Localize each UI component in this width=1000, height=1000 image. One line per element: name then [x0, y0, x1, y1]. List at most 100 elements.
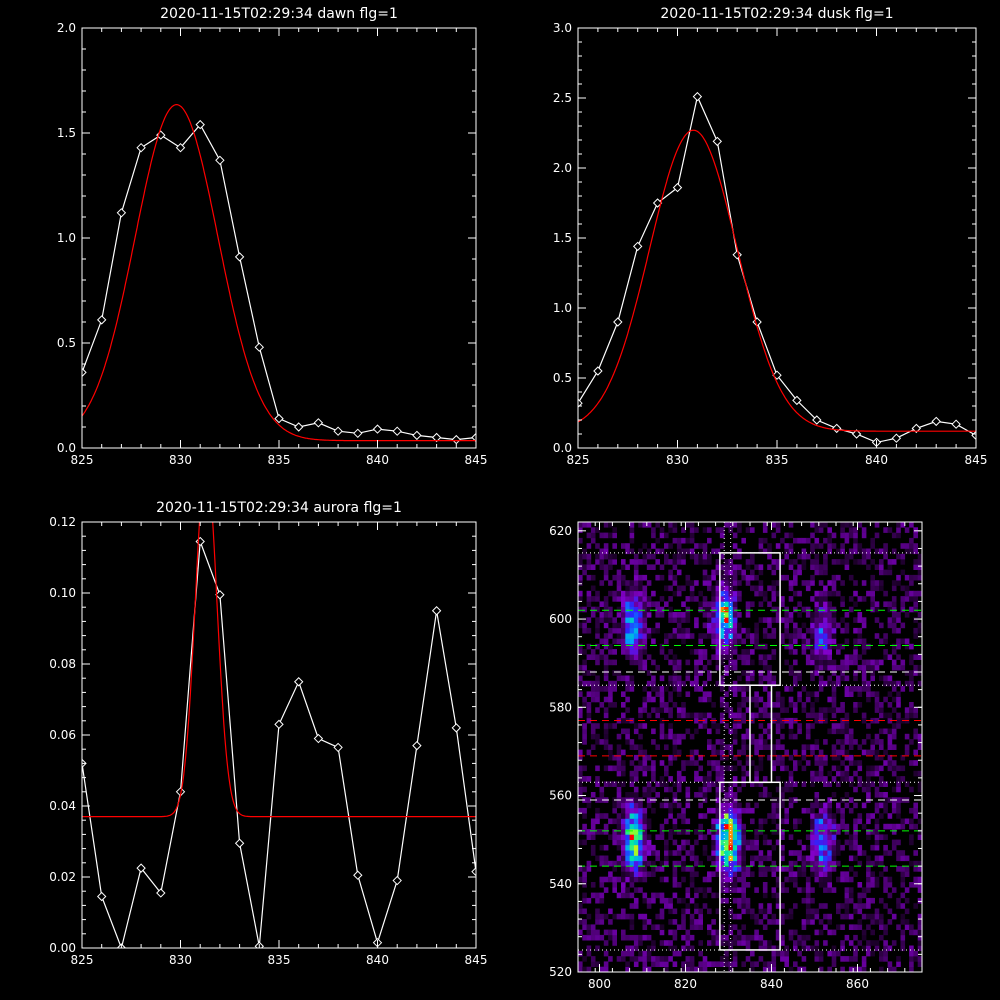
heatmap-cell: [621, 876, 626, 883]
heatmap-cell: [608, 765, 613, 772]
heatmap-cell: [741, 892, 746, 899]
heatmap-cell: [737, 829, 742, 835]
heatmap-cell: [771, 966, 777, 972]
heatmap-cell: [616, 760, 622, 766]
heatmap-cell: [762, 707, 768, 713]
heatmap-cell: [642, 749, 648, 756]
heatmap-cell: [659, 707, 665, 713]
heatmap-cell: [836, 649, 841, 655]
heatmap-cell: [818, 686, 824, 692]
heatmap-cell: [707, 871, 712, 877]
heatmap-cell: [715, 739, 721, 745]
heatmap-cell: [724, 834, 729, 840]
heatmap-cell: [771, 633, 777, 639]
heatmap-cell: [737, 527, 742, 533]
heatmap-cell: [801, 940, 807, 946]
heatmap-cell: [831, 686, 837, 692]
heatmap-cell: [711, 844, 716, 851]
heatmap-cell: [780, 559, 785, 565]
heatmap-cell: [621, 929, 626, 936]
heatmap-cell: [603, 733, 609, 740]
heatmap-cell: [818, 527, 824, 533]
heatmap-cell: [831, 574, 837, 581]
heatmap-cell: [672, 950, 678, 957]
heatmap-cell: [595, 643, 600, 650]
heatmap-cell: [810, 744, 815, 750]
heatmap-cell: [625, 633, 630, 639]
y-tick-label: 0.12: [49, 515, 76, 529]
heatmap-cell: [728, 908, 734, 915]
heatmap-cell: [608, 606, 613, 613]
heatmap-cell: [793, 559, 798, 565]
heatmap-cell: [784, 818, 789, 825]
heatmap-cell: [805, 903, 811, 909]
heatmap-cell: [801, 649, 807, 655]
heatmap-cell: [836, 903, 841, 909]
heatmap-cell: [586, 934, 592, 941]
heatmap-cell: [715, 855, 721, 862]
heatmap-cell: [608, 649, 613, 655]
heatmap-cell: [698, 638, 703, 645]
heatmap-cell: [586, 929, 592, 936]
heatmap-cell: [603, 612, 609, 618]
heatmap-cell: [866, 733, 871, 740]
heatmap-cell: [608, 834, 613, 840]
heatmap-cell: [707, 760, 712, 766]
heatmap-cell: [707, 929, 712, 936]
heatmap-cell: [603, 961, 609, 967]
heatmap-cell: [831, 643, 837, 650]
heatmap-cell: [909, 574, 914, 581]
heatmap-cell: [814, 543, 820, 549]
heatmap-cell: [586, 532, 592, 539]
heatmap-cell: [917, 919, 922, 925]
heatmap-cell: [879, 659, 884, 666]
data-point: [471, 432, 476, 443]
heatmap-cell: [668, 897, 673, 904]
heatmap-cell: [659, 876, 665, 883]
data-point: [254, 342, 265, 352]
heatmap-cell: [698, 887, 703, 893]
heatmap-cell: [754, 961, 759, 967]
heatmap-cell: [659, 686, 665, 692]
heatmap-cell: [732, 844, 738, 851]
heatmap-cell: [651, 760, 656, 766]
heatmap-cell: [866, 924, 871, 930]
heatmap-cell: [810, 712, 815, 719]
heatmap-cell: [853, 527, 858, 533]
heatmap-cell: [814, 739, 820, 745]
heatmap-cell: [900, 601, 906, 607]
heatmap-cell: [891, 966, 897, 972]
heatmap-cell: [603, 728, 609, 735]
data-point: [215, 155, 225, 166]
heatmap-cell: [664, 956, 669, 962]
heatmap-cell: [836, 876, 841, 883]
heatmap-cell: [754, 744, 759, 750]
heatmap-cell: [745, 866, 751, 872]
heatmap-cell: [814, 760, 820, 766]
heatmap-cell: [836, 829, 841, 835]
heatmap-cell: [891, 887, 897, 893]
heatmap-cell: [831, 606, 837, 613]
heatmap-cell: [891, 786, 897, 793]
heatmap-cell: [848, 739, 854, 745]
heatmap-cell: [668, 691, 673, 697]
heatmap-cell: [737, 855, 742, 862]
heatmap-cell: [805, 913, 811, 920]
heatmap-cell: [857, 543, 863, 549]
heatmap-cell: [595, 527, 600, 533]
heatmap-cell: [578, 675, 583, 682]
heatmap-cell: [629, 522, 635, 528]
heatmap-cell: [689, 585, 695, 592]
heatmap-cell: [900, 686, 906, 692]
heatmap-cell: [595, 919, 600, 925]
heatmap-cell: [913, 527, 918, 533]
heatmap-cell: [896, 612, 901, 618]
heatmap-cell: [745, 654, 751, 660]
heatmap-cell: [836, 548, 841, 555]
heatmap-cell: [797, 612, 802, 618]
heatmap-cell: [621, 580, 626, 586]
heatmap-cell: [681, 844, 686, 851]
heatmap-cell: [685, 580, 691, 586]
heatmap-cell: [814, 744, 820, 750]
